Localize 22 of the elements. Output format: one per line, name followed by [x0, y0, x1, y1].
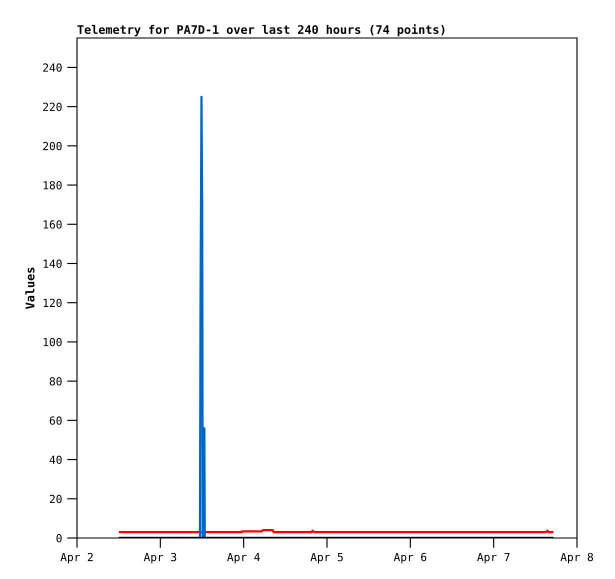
x-tick-label: Apr 4: [227, 552, 260, 564]
x-tick-label: Apr 3: [144, 552, 176, 564]
x-tick-label: Apr 8: [560, 552, 594, 564]
y-tick-label: 140: [44, 259, 62, 268]
y-tick-label: 80: [50, 377, 62, 386]
x-tick-label: Apr 7: [477, 552, 510, 564]
y-tick-label: 60: [50, 416, 62, 425]
chart-title: Telemetry for PA7D-1 over last 240 hours (74 points): [78, 24, 444, 36]
y-tick-label: 100: [44, 338, 62, 346]
y-tick-label: 240: [43, 63, 62, 72]
y-tick-label: 0: [56, 534, 62, 542]
y-tick-label: 120: [44, 298, 62, 308]
y-tick-label: 180: [44, 181, 62, 190]
y-tick-label: 220: [43, 102, 62, 112]
y-tick-label: 40: [50, 456, 62, 464]
x-tick-label: Apr 5: [310, 552, 343, 564]
x-tick-label: Apr 2: [60, 552, 93, 564]
y-tick-label: 160: [44, 220, 62, 229]
y-tick-label: 200: [43, 142, 62, 150]
y-axis-title: Values: [25, 268, 35, 309]
y-tick-label: 20: [50, 494, 62, 504]
x-tick-label: Apr 6: [394, 552, 426, 564]
